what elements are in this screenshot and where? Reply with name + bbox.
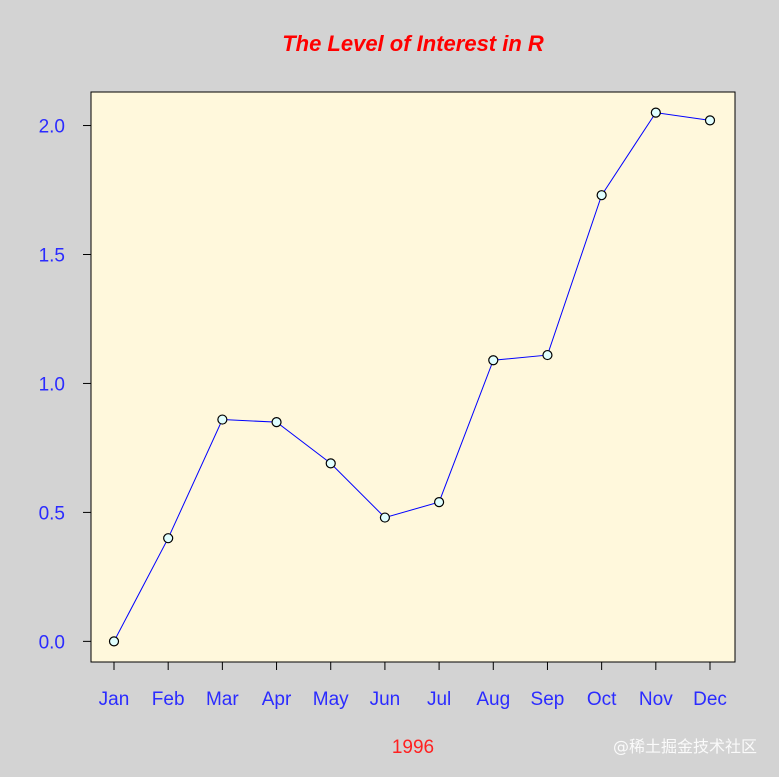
data-point-jul [433, 496, 445, 508]
y-tick-label-1: 0.5 [39, 503, 65, 524]
data-point-sep [542, 349, 553, 361]
series-line [113, 112, 711, 642]
data-series [108, 107, 716, 647]
x-tick-label-10: Nov [639, 689, 673, 710]
x-tick-label-9: Oct [587, 689, 617, 710]
x-tick-label-1: Feb [152, 689, 185, 710]
data-point-jan [108, 636, 120, 647]
x-tick-label-11: Dec [693, 689, 727, 710]
x-tick-label-0: Jan [99, 689, 130, 710]
data-point-feb [163, 533, 174, 544]
data-point-aug [488, 355, 499, 366]
x-tick-label-8: Sep [531, 689, 565, 710]
y-tick-label-3: 1.5 [39, 245, 65, 266]
x-tick-label-5: Jun [370, 689, 401, 710]
x-tick-label-2: Mar [206, 689, 239, 710]
x-axis-label: 1996 [392, 737, 434, 758]
x-tick-label-4: May [313, 689, 349, 710]
data-point-jun [379, 512, 391, 523]
y-tick-label-0: 0.0 [39, 632, 65, 653]
x-tick-label-6: Jul [427, 689, 451, 710]
x-axis: Jan Feb Mar Apr May Jun Jul Aug Sep Oct Nov Dec [99, 662, 727, 710]
data-point-oct [596, 190, 607, 201]
y-tick-label-2: 1.0 [39, 374, 65, 395]
plot-area [90, 91, 736, 663]
x-tick-label-3: Apr [262, 689, 292, 710]
watermark-text: @稀土掘金技术社区 [613, 737, 757, 756]
y-axis: 0.0 0.5 1.0 1.5 2.0 [39, 117, 91, 653]
chart-title: The Level of Interest in R [282, 31, 544, 56]
data-point-dec [704, 115, 716, 126]
data-point-apr [271, 417, 282, 428]
data-point-may [325, 458, 336, 469]
data-point-nov [650, 107, 661, 118]
x-tick-label-7: Aug [476, 689, 510, 710]
data-point-mar [217, 414, 228, 425]
y-tick-label-4: 2.0 [39, 117, 65, 138]
